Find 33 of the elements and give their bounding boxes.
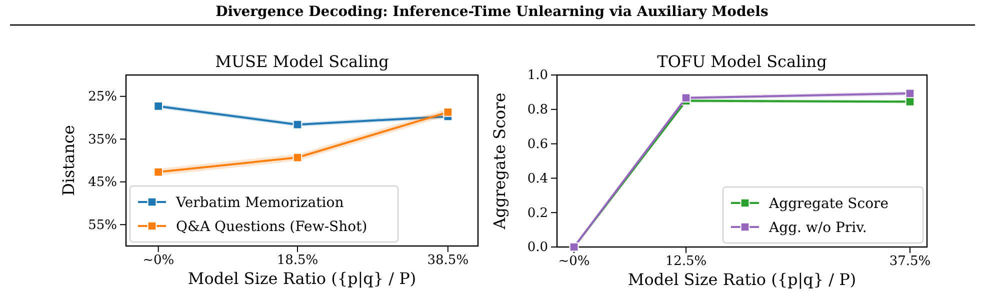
y-tick-label: 0.8 bbox=[527, 102, 548, 118]
x-axis-title: Model Size Ratio ({p|q} / P) bbox=[188, 269, 416, 288]
legend-label: Aggregate Score bbox=[768, 196, 889, 212]
chart-title: TOFU Model Scaling bbox=[657, 52, 827, 71]
x-tick-label: ~0% bbox=[142, 253, 174, 268]
y-tick-label: 0.4 bbox=[527, 171, 548, 186]
y-tick-label: 0.2 bbox=[527, 206, 548, 221]
y-tick-label: 0.6 bbox=[527, 136, 548, 152]
x-axis-title: Model Size Ratio ({p|q} / P) bbox=[628, 270, 856, 289]
point bbox=[905, 88, 915, 98]
y-axis-title: Aggregate Score bbox=[490, 92, 509, 230]
x-tick-label: 38.5% bbox=[427, 253, 469, 268]
y-tick-label: 25% bbox=[88, 90, 117, 105]
x-tick-label: 37.5% bbox=[889, 254, 931, 270]
x-tick-label: 18.5% bbox=[276, 253, 318, 268]
y-tick-label: 45% bbox=[88, 175, 117, 190]
point bbox=[681, 93, 691, 103]
x-tick-label: ~0% bbox=[558, 254, 590, 270]
legend-label: Q&A Questions (Few-Shot) bbox=[176, 219, 368, 235]
x-tick-label: 12.5% bbox=[665, 254, 707, 270]
point bbox=[154, 102, 164, 111]
point bbox=[154, 167, 164, 177]
text: Divergence Decoding: Inference-Time Unlearning via Auxiliary Models bbox=[216, 4, 769, 20]
legend-label: Agg. w/o Priv. bbox=[768, 220, 867, 236]
y-tick-label: 1.0 bbox=[527, 68, 548, 84]
y-tick-label: 0.0 bbox=[527, 240, 548, 256]
legend-label: Verbatim Memorization bbox=[175, 195, 344, 211]
point bbox=[443, 108, 453, 117]
point bbox=[292, 120, 302, 130]
y-axis-title: Distance bbox=[59, 125, 78, 196]
y-tick-label: 55% bbox=[88, 218, 117, 233]
y-tick-label: 35% bbox=[88, 132, 117, 148]
chart-title: MUSE Model Scaling bbox=[215, 52, 389, 71]
